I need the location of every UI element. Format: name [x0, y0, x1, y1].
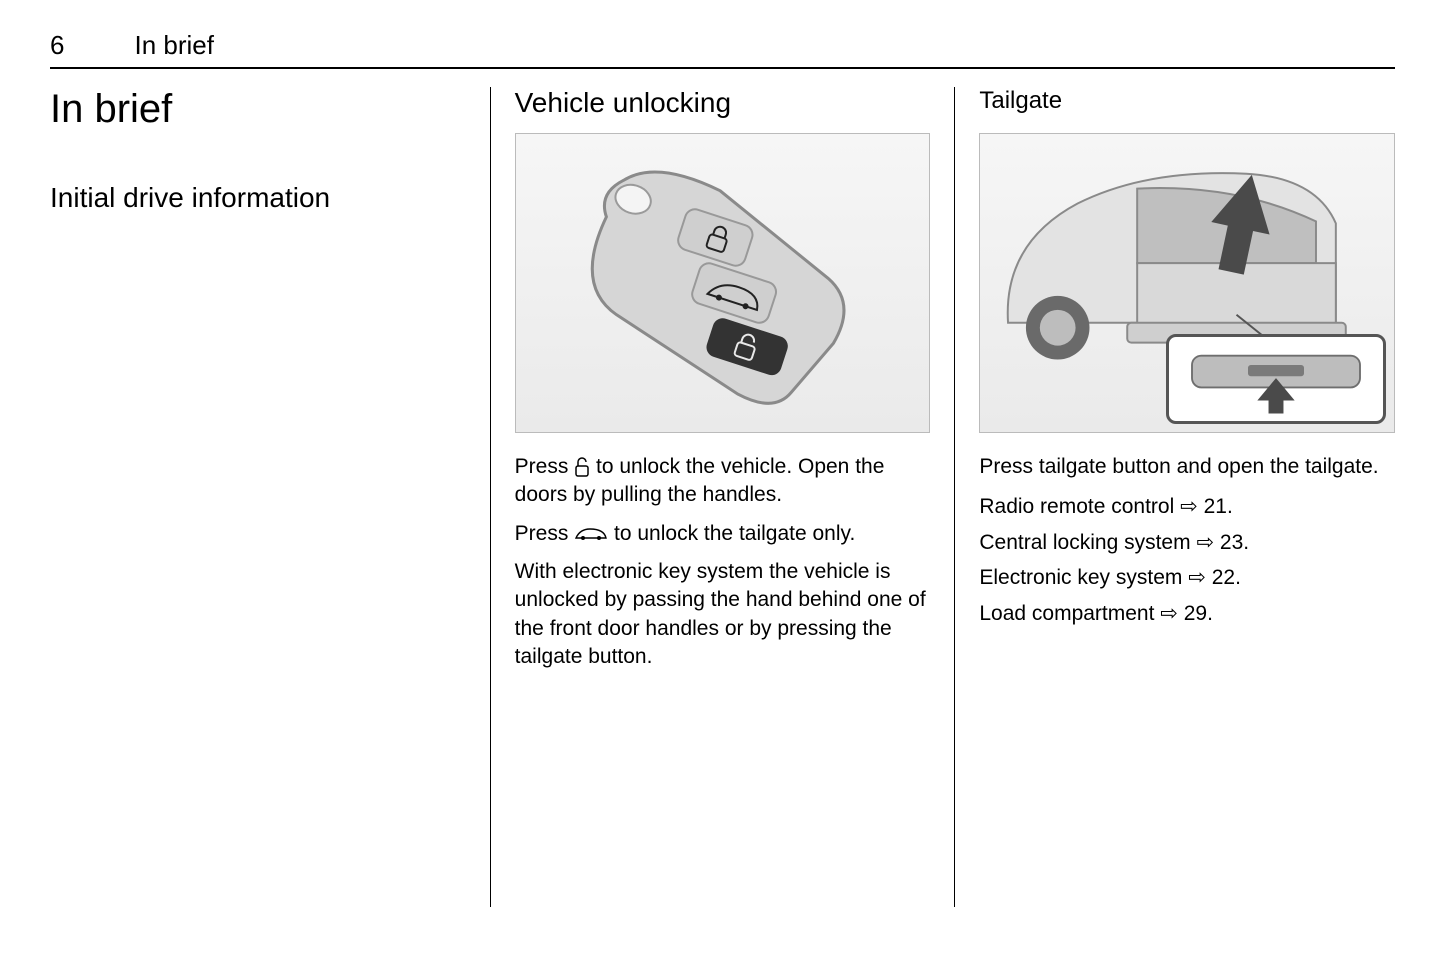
- header-running-title: In brief: [134, 30, 214, 61]
- xref-page: 23: [1220, 531, 1243, 554]
- tailgate-figure: [979, 133, 1395, 433]
- xref-arrow-icon: ⇨: [1188, 566, 1206, 589]
- page-number: 6: [50, 30, 64, 61]
- content-columns: In brief Initial drive information Vehic…: [50, 87, 1395, 907]
- unlock-instruction-1: Press to unlock the vehicle. Open the do…: [515, 453, 931, 510]
- xref-page: 22: [1212, 566, 1235, 589]
- unlock-instruction-3: With electronic key system the vehicle i…: [515, 558, 931, 671]
- xref-arrow-icon: ⇨: [1196, 531, 1214, 554]
- xref-label: Central locking system: [979, 531, 1190, 554]
- xref-central-locking: Central locking system ⇨ 23.: [979, 527, 1395, 559]
- xref-arrow-icon: ⇨: [1160, 602, 1178, 625]
- text-fragment: Press: [515, 522, 575, 545]
- xref-radio-remote: Radio remote control ⇨ 21.: [979, 491, 1395, 523]
- unlock-padlock-icon: [574, 456, 590, 478]
- text-fragment: to unlock the tailgate only.: [614, 522, 855, 545]
- xref-page: 21: [1204, 495, 1227, 518]
- key-fob-figure: [515, 133, 931, 433]
- xref-label: Load compartment: [979, 602, 1154, 625]
- tailgate-button-inset: [1166, 334, 1386, 424]
- xref-load-compartment: Load compartment ⇨ 29.: [979, 598, 1395, 630]
- section-title: Initial drive information: [50, 182, 466, 214]
- tailgate-heading: Tailgate: [979, 87, 1395, 115]
- text-fragment: Press: [515, 455, 575, 478]
- page-header: 6 In brief: [50, 30, 1395, 69]
- column-1: In brief Initial drive information: [50, 87, 490, 907]
- column-3: Tailgate: [954, 87, 1395, 907]
- tailgate-car-icon: [574, 526, 608, 542]
- chapter-title: In brief: [50, 87, 466, 132]
- unlocking-heading: Vehicle unlocking: [515, 87, 931, 119]
- key-fob-illustration: [544, 135, 888, 433]
- tailgate-instruction: Press tailgate button and open the tailg…: [979, 453, 1395, 481]
- unlock-instruction-2: Press to unlock the tailgate only.: [515, 520, 931, 548]
- xref-page: 29: [1184, 602, 1207, 625]
- column-2: Vehicle unlocking: [490, 87, 955, 907]
- xref-electronic-key: Electronic key system ⇨ 22.: [979, 562, 1395, 594]
- xref-label: Electronic key system: [979, 566, 1182, 589]
- xref-arrow-icon: ⇨: [1180, 495, 1198, 518]
- xref-label: Radio remote control: [979, 495, 1174, 518]
